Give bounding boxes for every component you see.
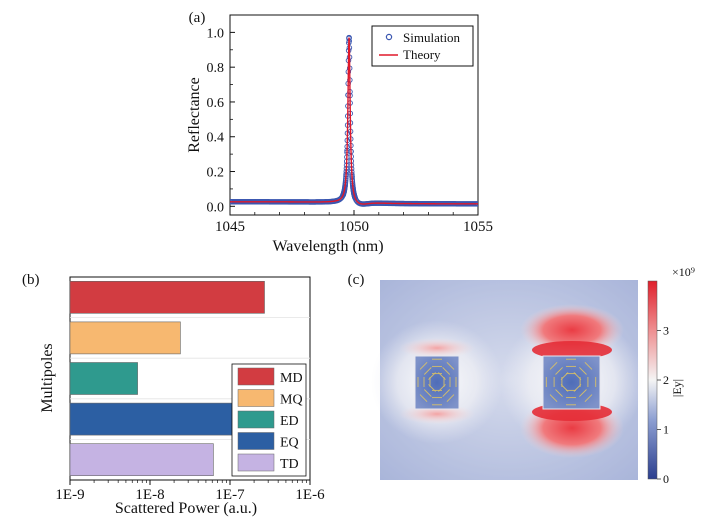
colorbar-exponent: ×10⁹ [672, 265, 695, 279]
x-tick-label: 1050 [339, 219, 369, 235]
y-tick-label: 0.6 [207, 96, 225, 111]
field-vector [549, 361, 558, 370]
right-block [542, 355, 601, 410]
legend-label-mq: MQ [280, 393, 303, 408]
panel-b-multipole-chart: (b) 1E-9 1E-8 1E-7 1E-6 Multipoles Scattere… [22, 272, 325, 517]
field-vector [579, 367, 587, 375]
colorbar: 0 1 2 3 ×10⁹ |Ey| [647, 265, 695, 486]
left-block [414, 355, 460, 410]
panel-b-legend: MD MQ ED EQ TD [231, 363, 307, 477]
legend-swatch-mq [237, 389, 275, 407]
panel-b-label: (b) [22, 272, 40, 288]
panel-c-field-map: (c) 0 1 2 3 ×10⁹ |Ey| [348, 265, 695, 486]
bar-ed [69, 362, 138, 395]
field-map-image [371, 280, 644, 480]
field-vector [419, 394, 428, 403]
legend-label-td: TD [280, 457, 299, 472]
legend-simulation-label: Simulation [403, 30, 461, 45]
x-tick-label: 1E-6 [295, 487, 325, 503]
simulation-point [352, 195, 358, 201]
panel-c-label: (c) [348, 272, 365, 288]
legend-label-md: MD [280, 371, 303, 386]
y-tick-label: 0.0 [207, 200, 225, 215]
colorbar-tick-label: 3 [663, 324, 669, 338]
legend-box [371, 25, 474, 67]
y-tick-label: 0.4 [207, 131, 225, 146]
legend-swatch-md [237, 367, 275, 386]
colorbar-label: |Ey| [670, 379, 684, 397]
legend-label-eq: EQ [280, 436, 299, 451]
field-vector [442, 367, 451, 375]
field-vector [438, 372, 446, 380]
panel-a-label: (a) [189, 10, 206, 26]
colorbar-tick-label: 0 [663, 472, 669, 486]
field-vector [549, 394, 558, 403]
field-vector [442, 389, 451, 397]
legend-label-ed: ED [280, 414, 299, 429]
field-vector [584, 361, 593, 370]
panel-b-x-axis-label: Scattered Power (a.u.) [115, 500, 257, 517]
field-vector [584, 394, 593, 403]
bar-eq [69, 402, 242, 436]
panel-b-y-axis-label: Multipoles [39, 343, 56, 412]
y-tick-label: 1.0 [207, 26, 225, 41]
field-vector [446, 361, 455, 370]
field-vector [573, 372, 582, 380]
y-tick-label: 0.8 [207, 61, 225, 76]
theory-line [230, 37, 478, 205]
field-vector [555, 389, 563, 397]
colorbar-tick-label: 1 [663, 423, 669, 437]
panel-a-x-axis-label: Wavelength (nm) [272, 238, 383, 255]
field-vector [555, 367, 563, 375]
legend-theory-label: Theory [403, 47, 441, 62]
panel-a-reflectance-chart: (a) 0.0 0.2 0.4 0.6 0.8 1.0 1045 1050 1055 Refl… [186, 10, 493, 255]
field-vector [446, 394, 455, 403]
panel-a-y-axis-label: Reflectance [186, 77, 203, 153]
colorbar-tick-label: 2 [663, 373, 669, 387]
x-tick-label: 1E-9 [55, 487, 84, 503]
x-tick-label: 1E-7 [215, 487, 245, 503]
x-tick-label: 1045 [215, 219, 245, 235]
panel-a-legend: Simulation Theory [371, 25, 474, 67]
bar-td [69, 443, 214, 477]
y-tick-label: 0.2 [207, 166, 225, 181]
legend-swatch-td [237, 453, 275, 472]
field-vector [423, 389, 432, 397]
bar-md [69, 280, 265, 314]
legend-swatch-ed [237, 410, 275, 429]
legend-swatch-eq [237, 432, 275, 450]
legend-simulation-marker [385, 33, 393, 41]
upper-field-lobe [520, 304, 624, 356]
field-vector [579, 389, 587, 397]
bar-mq [69, 321, 181, 355]
x-tick-label: 1E-8 [135, 487, 164, 503]
field-vector [423, 367, 432, 375]
field-vector [419, 361, 428, 370]
x-tick-label: 1055 [463, 219, 493, 235]
